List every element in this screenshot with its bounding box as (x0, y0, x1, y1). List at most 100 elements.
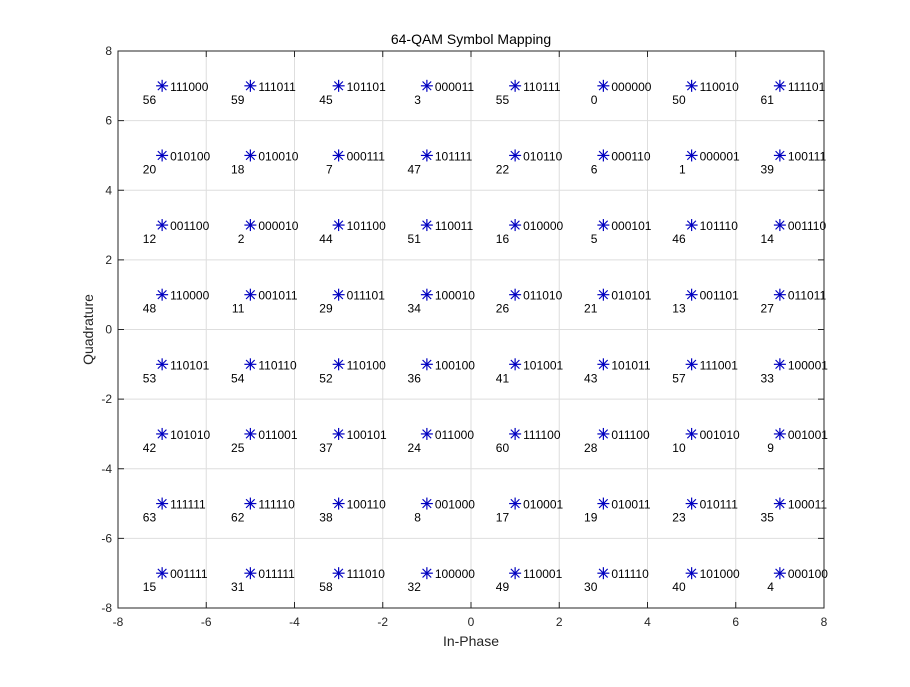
data-point-marker (420, 567, 433, 580)
x-tick-label: -4 (289, 615, 300, 629)
data-point-marker (332, 149, 345, 162)
symbol-index-label: 36 (408, 371, 422, 385)
x-tick-label: -6 (201, 615, 212, 629)
data-points: 1110005611101159101101450000113110111550… (143, 79, 828, 594)
data-point-marker (156, 219, 169, 232)
bit-label: 111101 (788, 80, 826, 94)
bit-label: 111010 (347, 567, 386, 581)
data-point-marker (773, 288, 786, 301)
bit-label: 101110 (700, 219, 739, 233)
symbol-index-label: 10 (672, 441, 686, 455)
data-point-marker (509, 219, 522, 232)
bit-label: 000101 (611, 219, 651, 233)
bit-label: 000010 (258, 219, 298, 233)
symbol-index-label: 22 (496, 162, 510, 176)
bit-label: 011101 (347, 289, 386, 303)
data-point-marker (597, 149, 610, 162)
symbol-index-label: 41 (496, 371, 510, 385)
x-tick-label: 0 (468, 615, 475, 629)
data-point-marker (156, 149, 169, 162)
data-point-marker (156, 497, 169, 510)
symbol-index-label: 16 (496, 232, 510, 246)
symbol-index-label: 38 (319, 511, 333, 525)
symbol-index-label: 55 (496, 93, 510, 107)
bit-label: 110001 (523, 567, 562, 581)
data-point-marker (773, 497, 786, 510)
data-point-marker (420, 358, 433, 371)
bit-label: 101010 (170, 428, 210, 442)
data-point-marker (420, 288, 433, 301)
data-point-marker (685, 497, 698, 510)
data-point-marker (332, 288, 345, 301)
symbol-index-label: 43 (584, 371, 598, 385)
symbol-index-label: 23 (672, 511, 686, 525)
x-tick-label: -2 (377, 615, 388, 629)
symbol-index-label: 12 (143, 232, 157, 246)
bit-label: 100101 (347, 428, 387, 442)
data-point-marker (244, 149, 257, 162)
bit-label: 111001 (700, 358, 739, 372)
symbol-index-label: 24 (408, 441, 422, 455)
bit-label: 001111 (170, 567, 208, 581)
x-axis-label: In-Phase (443, 633, 499, 649)
symbol-index-label: 1 (679, 162, 686, 176)
symbol-index-label: 54 (231, 371, 245, 385)
bit-label: 000000 (611, 80, 651, 94)
symbol-index-label: 21 (584, 302, 598, 316)
y-tick-label: 4 (105, 183, 112, 197)
symbol-index-label: 46 (672, 232, 686, 246)
symbol-index-label: 47 (408, 162, 422, 176)
data-point-marker (509, 497, 522, 510)
data-point-marker (420, 427, 433, 440)
bit-label: 010000 (523, 219, 563, 233)
bit-label: 110101 (170, 358, 209, 372)
symbol-index-label: 27 (761, 302, 775, 316)
data-point-marker (244, 358, 257, 371)
data-point-marker (156, 79, 169, 92)
bit-label: 001011 (258, 289, 297, 303)
symbol-index-label: 19 (584, 511, 598, 525)
bit-label: 111000 (170, 80, 209, 94)
y-tick-label: 2 (105, 253, 112, 267)
data-point-marker (685, 358, 698, 371)
symbol-index-label: 44 (319, 232, 333, 246)
symbol-index-label: 57 (672, 371, 686, 385)
symbol-index-label: 31 (231, 580, 245, 594)
data-point-marker (244, 79, 257, 92)
data-point-marker (509, 427, 522, 440)
data-point-marker (597, 79, 610, 92)
bit-label: 101101 (347, 80, 386, 94)
symbol-index-label: 4 (767, 580, 774, 594)
symbol-index-label: 59 (231, 93, 245, 107)
symbol-index-label: 37 (319, 441, 333, 455)
symbol-index-label: 28 (584, 441, 598, 455)
bit-label: 011001 (258, 428, 297, 442)
bit-label: 011110 (611, 567, 649, 581)
symbol-index-label: 42 (143, 441, 157, 455)
data-point-marker (685, 288, 698, 301)
x-tick-label: 2 (556, 615, 563, 629)
data-point-marker (773, 567, 786, 580)
data-point-marker (509, 567, 522, 580)
bit-label: 111011 (258, 80, 296, 94)
bit-label: 100011 (788, 498, 827, 512)
symbol-index-label: 9 (767, 441, 774, 455)
symbol-index-label: 17 (496, 511, 510, 525)
data-point-marker (244, 497, 257, 510)
y-tick-label: -8 (101, 601, 112, 615)
symbol-index-label: 61 (761, 93, 775, 107)
bit-label: 101111 (435, 149, 473, 163)
data-point-marker (509, 149, 522, 162)
y-tick-label: -2 (101, 392, 112, 406)
data-point-marker (509, 358, 522, 371)
symbol-index-label: 35 (761, 511, 775, 525)
symbol-index-label: 60 (496, 441, 510, 455)
symbol-index-label: 62 (231, 511, 245, 525)
symbol-index-label: 15 (143, 580, 157, 594)
data-point-marker (420, 79, 433, 92)
symbol-index-label: 58 (319, 580, 333, 594)
chart-title: 64-QAM Symbol Mapping (391, 31, 551, 47)
y-tick-label: -4 (101, 462, 112, 476)
